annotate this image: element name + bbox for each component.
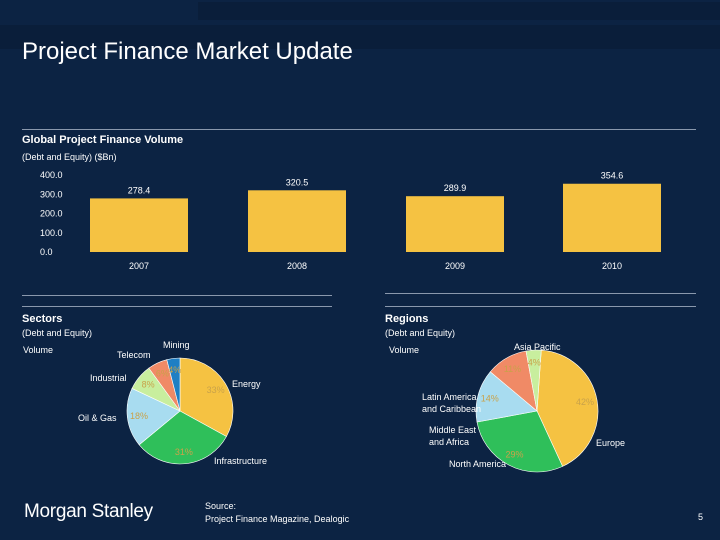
- x-tick-label: 2007: [129, 261, 149, 271]
- page-number: 5: [698, 512, 704, 522]
- region-label-europe: Europe: [596, 438, 626, 448]
- bar-2007: [90, 198, 188, 252]
- sectors-subtitle: (Debt and Equity): [22, 328, 93, 338]
- sector-label-infrastructure: Infrastructure: [214, 456, 268, 466]
- x-tick-label: 2009: [445, 261, 465, 271]
- title-band: [0, 25, 720, 49]
- source-text: Project Finance Magazine, Dealogic: [205, 514, 350, 524]
- slice-latin-america-and-caribbean: [525, 349, 542, 412]
- source-note: Source: Project Finance Magazine, Dealog…: [205, 500, 349, 526]
- y-tick-label: 300.0: [40, 189, 63, 199]
- divider: [385, 306, 696, 307]
- divider: [22, 295, 332, 296]
- slice-percent-label: 18%: [130, 411, 148, 421]
- bar-value-label: 320.5: [286, 177, 309, 187]
- slice-percent-label: 8%: [142, 380, 155, 390]
- x-tick-label: 2010: [602, 261, 622, 271]
- slice-mining: [166, 357, 181, 412]
- slice-oil-gas: [126, 388, 181, 446]
- y-tick-label: 0.0: [40, 247, 53, 257]
- slice-percent-label: 4%: [168, 365, 181, 375]
- divider: [385, 293, 696, 294]
- slice-north-america: [475, 371, 538, 423]
- slice-asia-pacific: [536, 349, 599, 467]
- slice-percent-label: 31%: [175, 447, 193, 457]
- bar-2010: [563, 183, 661, 252]
- regions-measure: Volume: [389, 345, 420, 355]
- volume-bar-chart: 400.0 300.0 200.0 100.0 0.0 278.4 2007 320.5 200…: [40, 170, 661, 271]
- slice-percent-label: 14%: [481, 394, 499, 404]
- x-tick-label: 2008: [287, 261, 307, 271]
- bar-2009: [406, 196, 504, 252]
- regions-title: Regions: [385, 313, 429, 325]
- slice-percent-label: 11%: [504, 364, 521, 374]
- sector-label-energy: Energy: [232, 379, 261, 389]
- y-tick-label: 400.0: [40, 170, 63, 180]
- sector-label-oil-gas: Oil & Gas: [78, 413, 117, 423]
- y-tick-label: 200.0: [40, 209, 63, 219]
- slice-europe: [476, 410, 563, 473]
- source-label: Source:: [205, 501, 237, 511]
- volume-chart-title: Global Project Finance Volume: [22, 134, 184, 146]
- divider: [22, 129, 696, 130]
- region-label-middle-east: Middle East and Africa: [429, 425, 477, 447]
- header-strip: [198, 2, 720, 20]
- bar-value-label: 289.9: [444, 183, 467, 193]
- bar-value-label: 354.6: [601, 171, 624, 181]
- slice-percent-label: 6%: [156, 369, 169, 379]
- sectors-pie-chart: 33% 31% 18% 8%6% 4%: [126, 357, 234, 465]
- slice-percent-label: 29%: [506, 449, 524, 459]
- slice-percent-label: 42%: [576, 397, 594, 407]
- sector-label-industrial: Industrial: [90, 373, 127, 383]
- sectors-measure: Volume: [23, 345, 54, 355]
- sector-label-mining: Mining: [163, 340, 190, 350]
- slice-infrastructure: [138, 410, 227, 465]
- slice-percent-label: 33%: [207, 385, 225, 395]
- sectors-title: Sectors: [22, 313, 63, 325]
- divider: [22, 306, 332, 307]
- volume-chart-subtitle: (Debt and Equity) ($Bn): [22, 152, 117, 162]
- slice-percent-label: 4%: [528, 357, 541, 367]
- region-label-asia-pacific: Asia Pacific: [514, 342, 561, 352]
- sector-label-telecom: Telecom: [117, 350, 151, 360]
- bar-2008: [248, 190, 346, 252]
- region-label-latin-america: Latin America and Caribbean: [422, 392, 482, 414]
- regions-pie-chart: 42% 29% 14% 11% 4%: [475, 349, 599, 473]
- bar-value-label: 278.4: [128, 185, 151, 195]
- regions-subtitle: (Debt and Equity): [385, 328, 456, 338]
- y-tick-label: 100.0: [40, 228, 63, 238]
- region-label-north-america: North America: [449, 459, 507, 469]
- slice-energy: [179, 357, 234, 437]
- page-title: Project Finance Market Update: [22, 38, 353, 65]
- morgan-stanley-logo: Morgan Stanley: [24, 501, 153, 522]
